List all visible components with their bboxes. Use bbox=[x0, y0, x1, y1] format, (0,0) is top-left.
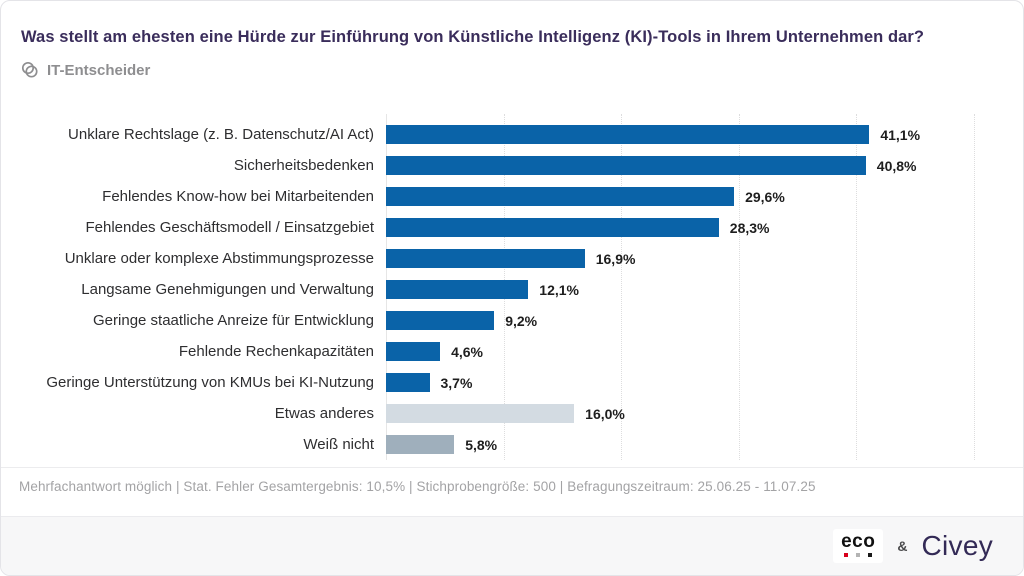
value-label: 41,1% bbox=[880, 126, 921, 143]
value-label: 16,9% bbox=[595, 250, 636, 267]
footnote: Mehrfachantwort möglich | Stat. Fehler G… bbox=[19, 479, 816, 494]
chart-row: Sicherheitsbedenken 40,8% bbox=[1, 150, 1005, 181]
value-label: 3,7% bbox=[440, 374, 473, 391]
chart-row: Fehlendes Know-how bei Mitarbeitenden 29… bbox=[1, 181, 1005, 212]
category-label: Geringe staatliche Anreize für Entwicklu… bbox=[93, 312, 374, 329]
category-label: Fehlendes Know-how bei Mitarbeitenden bbox=[102, 188, 374, 205]
target-group-icon bbox=[21, 61, 39, 79]
bar-track: 9,2% bbox=[386, 305, 974, 336]
eco-logo-text: eco bbox=[841, 530, 876, 552]
value-label: 9,2% bbox=[505, 312, 538, 329]
category-label: Etwas anderes bbox=[274, 405, 374, 422]
chart-row: Unklare Rechtslage (z. B. Datenschutz/AI… bbox=[1, 119, 1005, 150]
bar-track: 3,7% bbox=[386, 367, 974, 398]
chart-row: Fehlende Rechenkapazitäten 4,6% bbox=[1, 336, 1005, 367]
page-title: Was stellt am ehesten eine Hürde zur Ein… bbox=[21, 28, 925, 46]
bar bbox=[386, 187, 735, 206]
bar-track: 5,8% bbox=[386, 429, 974, 460]
value-label: 29,6% bbox=[745, 188, 785, 205]
bar bbox=[386, 125, 870, 144]
bar bbox=[386, 218, 719, 237]
eco-logo: eco bbox=[833, 528, 884, 564]
bar-track: 41,1% bbox=[386, 119, 974, 150]
bar-track: 40,8% bbox=[386, 150, 974, 181]
chart-row: Geringe staatliche Anreize für Entwicklu… bbox=[1, 305, 1005, 336]
bar bbox=[386, 435, 455, 454]
bar bbox=[386, 373, 430, 392]
chart-row: Geringe Unterstützung von KMUs bei KI-Nu… bbox=[1, 367, 1005, 398]
value-label: 4,6% bbox=[451, 343, 484, 360]
value-label: 28,3% bbox=[729, 219, 770, 236]
chart-row: Weiß nicht 5,8% bbox=[1, 429, 1005, 460]
bar-track: 29,6% bbox=[386, 181, 974, 212]
eco-logo-dots bbox=[844, 553, 873, 558]
bar-track: 16,0% bbox=[386, 398, 974, 429]
value-label: 5,8% bbox=[465, 436, 498, 453]
bar-track: 16,9% bbox=[386, 243, 974, 274]
category-label: Unklare oder komplexe Abstimmungsprozess… bbox=[64, 250, 374, 267]
category-label: Langsame Genehmigungen und Verwaltung bbox=[81, 281, 374, 298]
footnote-divider bbox=[1, 467, 1023, 468]
header: Was stellt am ehesten eine Hürde zur Ein… bbox=[21, 27, 1003, 79]
value-label: 40,8% bbox=[876, 157, 917, 174]
bar bbox=[386, 156, 866, 175]
category-label: Fehlende Rechenkapazitäten bbox=[178, 343, 374, 360]
bar-track: 28,3% bbox=[386, 212, 974, 243]
bar-track: 12,1% bbox=[386, 274, 974, 305]
ampersand: & bbox=[897, 538, 908, 554]
bar bbox=[386, 311, 495, 330]
chart-row: Unklare oder komplexe Abstimmungsprozess… bbox=[1, 243, 1005, 274]
value-label: 12,1% bbox=[539, 281, 579, 298]
bar bbox=[386, 342, 441, 361]
audience-label: IT-Entscheider bbox=[47, 61, 151, 79]
chart-row: Etwas anderes 16,0% bbox=[1, 398, 1005, 429]
bar bbox=[386, 404, 575, 423]
value-label: 16,0% bbox=[585, 405, 625, 422]
bar-track: 4,6% bbox=[386, 336, 974, 367]
category-label: Fehlendes Geschäftsmodell / Einsatzgebie… bbox=[85, 219, 375, 236]
bar bbox=[386, 249, 585, 268]
category-label: Sicherheitsbedenken bbox=[233, 157, 374, 174]
bar bbox=[386, 280, 529, 299]
civey-logo: Civey bbox=[921, 530, 993, 561]
bar-chart: Unklare Rechtslage (z. B. Datenschutz/AI… bbox=[1, 119, 1005, 460]
category-label: Geringe Unterstützung von KMUs bei KI-Nu… bbox=[46, 374, 374, 391]
chart-row: Fehlendes Geschäftsmodell / Einsatzgebie… bbox=[1, 212, 1005, 243]
category-label: Weiß nicht bbox=[303, 436, 374, 453]
brand-bar: eco & Civey bbox=[1, 516, 1023, 575]
audience-row: IT-Entscheider bbox=[21, 61, 1003, 79]
chart-row: Langsame Genehmigungen und Verwaltung 12… bbox=[1, 274, 1005, 305]
category-label: Unklare Rechtslage (z. B. Datenschutz/AI… bbox=[68, 126, 374, 143]
